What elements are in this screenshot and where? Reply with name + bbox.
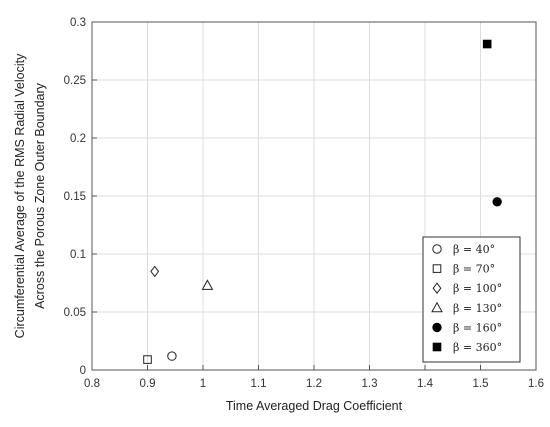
legend-marker [431,301,443,313]
legend-entry-label: β = 100° [453,282,502,295]
y-tick-label: 0.2 [70,133,86,145]
y-tick-label: 0.1 [70,249,86,261]
y-tick-label: 0 [80,365,86,377]
legend-entry-label: β = 130° [453,302,502,315]
data-point [492,197,502,207]
grid [92,22,536,370]
y-tick-label: 0.25 [64,75,86,87]
legend-marker [432,264,442,273]
y-tick-label: 0.05 [64,307,86,319]
x-tick-label: 0.8 [84,378,100,390]
y-axis-label-line-1: Circumferential Average of the RMS Radia… [13,53,27,338]
y-tick-label: 0.3 [70,17,86,29]
legend-box [422,236,521,363]
legend-entry-label: β = 70° [453,263,495,276]
x-tick-label: 1 [200,378,206,390]
legend-marker [432,342,442,352]
legend: β = 40° β = 70° β = 100° β = 130° β = 160° β … [422,236,521,363]
data-points [143,39,502,364]
data-point [143,355,152,364]
y-axis-label-line-2: Across the Porous Zone Outer Boundary [33,82,47,309]
legend-entry-label: β = 40° [453,243,495,256]
legend-entry-label: β = 160° [453,321,502,334]
x-tick-label: 1.3 [362,378,378,390]
y-tick-label: 0.15 [64,191,86,203]
x-tick-label: 1.1 [251,378,267,390]
x-tick-label: 1.6 [528,378,544,390]
x-tick-label: 1.5 [473,378,489,390]
data-point [150,265,160,278]
x-tick-label: 1.4 [417,378,434,390]
legend-marker [432,244,442,254]
legend-marker [432,282,442,295]
data-point [167,351,177,361]
axis-ticks: 0.8 0.9 1 1.1 1.2 1.3 1.4 1.5 1.6 0 0.05 0.1 0.15 0.2… [64,17,544,390]
data-point [482,39,492,49]
x-tick-label: 1.2 [306,378,322,390]
legend-marker [432,322,442,333]
data-point [201,279,214,290]
x-axis-label: Time Averaged Drag Coefficient [226,399,403,413]
legend-entry-label: β = 360° [453,341,502,354]
x-tick-label: 0.9 [140,378,156,390]
